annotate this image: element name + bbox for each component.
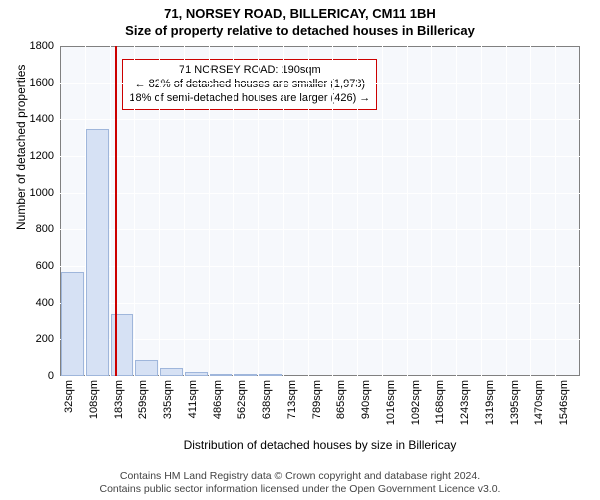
gridline-vertical	[283, 46, 284, 376]
x-tick-label: 1395sqm	[509, 380, 521, 425]
gridline-vertical	[134, 46, 135, 376]
gridline-vertical	[357, 46, 358, 376]
x-tick-label: 638sqm	[261, 380, 273, 419]
x-tick-label: 940sqm	[360, 380, 372, 419]
annotation-line: 71 NORSEY ROAD: 190sqm	[129, 64, 370, 78]
histogram-bar	[135, 360, 158, 377]
gridline-vertical	[456, 46, 457, 376]
histogram-bar	[86, 129, 109, 377]
y-tick-label: 1000	[30, 187, 54, 199]
gridline-vertical	[233, 46, 234, 376]
x-tick-label: 486sqm	[212, 380, 224, 419]
x-tick-label: 1470sqm	[533, 380, 545, 425]
gridline-vertical	[431, 46, 432, 376]
histogram-bar	[160, 368, 183, 376]
y-tick-label: 0	[48, 370, 54, 382]
y-tick-label: 1200	[30, 150, 54, 162]
footer-line: Contains public sector information licen…	[0, 483, 600, 496]
gridline-vertical	[555, 46, 556, 376]
annotation-line: 18% of semi-detached houses are larger (…	[129, 92, 370, 106]
x-tick-label: 865sqm	[335, 380, 347, 419]
x-tick-label: 108sqm	[88, 380, 100, 419]
gridline-vertical	[407, 46, 408, 376]
x-tick-label: 1168sqm	[434, 380, 446, 424]
x-tick-label: 1016sqm	[385, 380, 397, 425]
x-tick-label: 411sqm	[187, 380, 199, 418]
x-tick-label: 1243sqm	[459, 380, 471, 425]
gridline-horizontal	[60, 229, 580, 230]
x-tick-label: 1319sqm	[484, 380, 496, 425]
gridline-vertical	[382, 46, 383, 376]
gridline-vertical	[506, 46, 507, 376]
y-tick-label: 800	[36, 223, 54, 235]
gridline-vertical	[258, 46, 259, 376]
y-tick-label: 1600	[30, 77, 54, 89]
y-axis-label: Number of detached properties	[14, 65, 28, 230]
gridline-vertical	[184, 46, 185, 376]
x-tick-label: 259sqm	[137, 380, 149, 419]
histogram-bar	[259, 374, 282, 376]
x-tick-label: 32sqm	[63, 380, 75, 413]
y-tick-label: 200	[36, 333, 54, 345]
gridline-vertical	[308, 46, 309, 376]
histogram-bar	[234, 374, 257, 376]
annotation-box: 71 NORSEY ROAD: 190sqm ← 82% of detached…	[122, 59, 377, 110]
gridline-vertical	[481, 46, 482, 376]
annotation-line: ← 82% of detached houses are smaller (1,…	[129, 78, 370, 92]
gridline-vertical	[530, 46, 531, 376]
gridline-horizontal	[60, 83, 580, 84]
y-tick-label: 1400	[30, 113, 54, 125]
y-tick-label: 1800	[30, 40, 54, 52]
page-subtitle: Size of property relative to detached ho…	[0, 23, 600, 38]
gridline-vertical	[209, 46, 210, 376]
x-tick-label: 1546sqm	[558, 380, 570, 425]
x-tick-label: 562sqm	[236, 380, 248, 419]
x-tick-label: 335sqm	[162, 380, 174, 419]
gridline-vertical	[159, 46, 160, 376]
x-tick-label: 1092sqm	[410, 380, 422, 425]
histogram-bar	[210, 374, 233, 376]
gridline-horizontal	[60, 339, 580, 340]
footer-attribution: Contains HM Land Registry data © Crown c…	[0, 470, 600, 496]
gridline-horizontal	[60, 193, 580, 194]
page-title: 71, NORSEY ROAD, BILLERICAY, CM11 1BH	[0, 6, 600, 21]
gridline-vertical	[332, 46, 333, 376]
y-tick-label: 600	[36, 260, 54, 272]
y-tick-label: 400	[36, 297, 54, 309]
x-axis-label: Distribution of detached houses by size …	[60, 438, 580, 452]
histogram-bar	[185, 372, 208, 376]
gridline-horizontal	[60, 303, 580, 304]
gridline-horizontal	[60, 156, 580, 157]
gridline-horizontal	[60, 119, 580, 120]
x-tick-label: 789sqm	[311, 380, 323, 419]
gridline-horizontal	[60, 266, 580, 267]
footer-line: Contains HM Land Registry data © Crown c…	[0, 470, 600, 483]
histogram-chart: 71 NORSEY ROAD: 190sqm ← 82% of detached…	[60, 46, 580, 376]
reference-line	[115, 46, 117, 376]
x-tick-label: 713sqm	[286, 380, 298, 419]
histogram-bar	[61, 272, 84, 377]
x-tick-label: 183sqm	[113, 380, 125, 419]
